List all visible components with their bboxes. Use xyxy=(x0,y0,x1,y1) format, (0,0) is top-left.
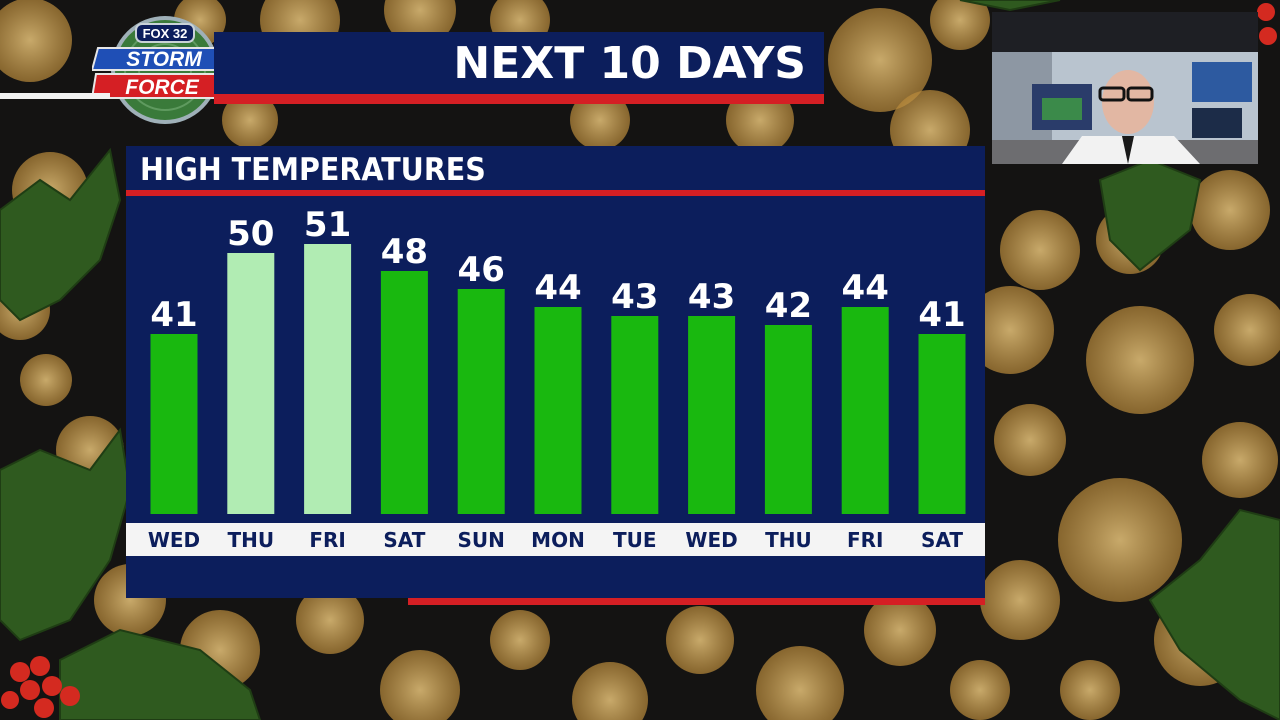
header-left-stripe xyxy=(0,93,110,99)
bar-wed-0 xyxy=(150,334,198,514)
header-bar xyxy=(214,32,824,94)
day-label-3: SAT xyxy=(383,528,425,552)
value-label-7: 43 xyxy=(688,277,735,317)
day-label-1: THU xyxy=(227,528,274,552)
day-label-7: WED xyxy=(685,528,737,552)
day-label-10: SAT xyxy=(921,528,963,552)
value-label-2: 51 xyxy=(304,205,351,245)
value-label-1: 50 xyxy=(227,214,274,254)
bar-thu-1 xyxy=(227,253,275,514)
bar-thu-8 xyxy=(764,325,812,514)
logo-line2: FORCE xyxy=(125,76,199,99)
day-label-4: SUN xyxy=(458,528,505,552)
header-title: NEXT 10 DAYS xyxy=(453,38,806,89)
bar-mon-5 xyxy=(534,307,582,514)
presenter-video-inset xyxy=(992,12,1258,164)
bar-sat-10 xyxy=(918,334,966,514)
value-label-6: 43 xyxy=(611,277,658,317)
presenter-figure-icon xyxy=(1062,70,1200,164)
bar-fri-9 xyxy=(841,307,889,514)
header-red-underline xyxy=(214,94,824,104)
value-label-10: 41 xyxy=(918,295,965,335)
day-label-8: THU xyxy=(765,528,812,552)
bar-sat-3 xyxy=(380,271,428,514)
value-label-9: 44 xyxy=(842,268,889,308)
value-label-8: 42 xyxy=(765,286,812,326)
bar-wed-7 xyxy=(688,316,736,514)
value-label-3: 48 xyxy=(381,232,428,272)
day-label-strip xyxy=(126,523,985,556)
day-label-9: FRI xyxy=(847,528,884,552)
bar-fri-2 xyxy=(304,244,352,514)
panel-bottom-red-bar xyxy=(408,598,985,605)
day-label-5: MON xyxy=(531,528,585,552)
value-label-4: 46 xyxy=(458,250,505,290)
bar-sun-4 xyxy=(457,289,505,514)
fox32-storm-force-logo: FOX 32 STORM FORCE xyxy=(90,14,238,126)
logo-top-text: FOX 32 xyxy=(143,26,188,41)
value-label-0: 41 xyxy=(150,295,197,335)
logo-line1: STORM xyxy=(126,48,202,71)
day-label-6: TUE xyxy=(613,528,657,552)
value-label-5: 44 xyxy=(534,268,581,308)
bar-tue-6 xyxy=(611,316,659,514)
day-label-0: WED xyxy=(148,528,200,552)
panel-red-divider xyxy=(126,190,985,196)
day-label-2: FRI xyxy=(309,528,346,552)
panel-title: HIGH TEMPERATURES xyxy=(140,152,486,188)
